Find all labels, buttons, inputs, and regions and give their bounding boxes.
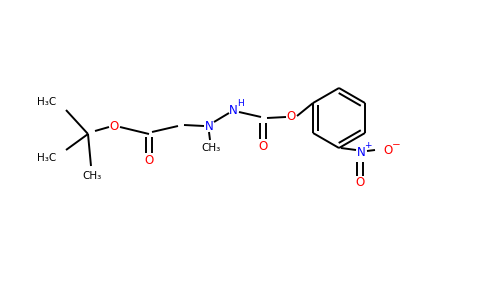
Text: O: O — [144, 154, 153, 166]
Text: +: + — [364, 142, 372, 151]
Text: N: N — [205, 119, 213, 133]
Text: CH₃: CH₃ — [82, 171, 102, 181]
Text: O: O — [355, 176, 364, 190]
Text: O: O — [109, 119, 119, 133]
Text: O: O — [258, 140, 268, 152]
Text: H: H — [238, 98, 244, 107]
Text: O: O — [383, 143, 393, 157]
Text: −: − — [392, 140, 400, 150]
Text: N: N — [357, 146, 365, 158]
Text: H₃C: H₃C — [37, 97, 57, 107]
Text: CH₃: CH₃ — [201, 143, 221, 153]
Text: H₃C: H₃C — [37, 153, 57, 163]
Text: N: N — [228, 103, 237, 116]
Text: O: O — [287, 110, 296, 122]
